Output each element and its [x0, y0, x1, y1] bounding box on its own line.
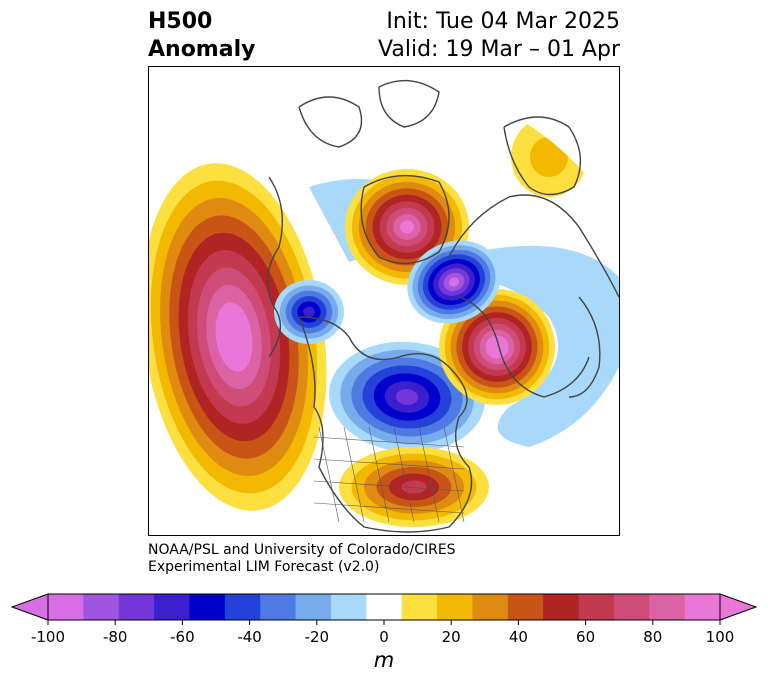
colorbar-swatch	[578, 594, 615, 620]
colorbar-swatch	[330, 594, 367, 620]
credit-line-1: NOAA/PSL and University of Colorado/CIRE…	[148, 542, 456, 558]
colorbar: -100 -80 -60 -40 -20 0 20 40 60 80 100	[10, 593, 758, 646]
colorbar-swatch	[189, 594, 226, 620]
state-border	[313, 436, 465, 448]
colorbar-swatch	[118, 594, 155, 620]
title-block-right: Init: Tue 04 Mar 2025 Valid: 19 Mar – 01…	[378, 8, 620, 64]
colorbar-tick-label: -100	[31, 628, 65, 646]
colorbar-extend-high	[719, 593, 758, 621]
state-border	[313, 458, 465, 470]
credit-line-2: Experimental LIM Forecast (v2.0)	[148, 559, 380, 575]
colorbar-tick-label: 80	[643, 628, 662, 646]
colorbar-swatch	[154, 594, 190, 620]
init-date: Init: Tue 04 Mar 2025	[386, 9, 620, 34]
colorbar-swatch	[649, 594, 686, 620]
coastline	[378, 79, 440, 128]
contour-band	[400, 220, 414, 234]
contour-band	[401, 480, 427, 494]
negative-anomaly-center	[407, 240, 501, 324]
colorbar-tick-label: 0	[379, 628, 389, 646]
colorbar-swatch	[507, 594, 544, 620]
coastline	[568, 296, 601, 398]
colorbar-swatch	[613, 594, 650, 620]
state-border	[443, 426, 465, 523]
coastline	[503, 116, 582, 196]
coastline	[298, 316, 473, 533]
positive-anomaly-center	[149, 163, 327, 511]
colorbar-swatch	[684, 594, 721, 620]
variable-title: H500	[148, 9, 213, 34]
negative-anomaly-center	[329, 341, 485, 453]
colorbar-swatch	[83, 594, 120, 620]
state-border	[313, 480, 465, 492]
anomaly-map	[148, 66, 620, 536]
valid-range: Valid: 19 Mar – 01 Apr	[378, 37, 620, 62]
field-title: Anomaly	[148, 37, 256, 62]
colorbar-swatch	[224, 594, 261, 620]
colorbar-swatch	[260, 594, 297, 620]
contour-band	[224, 319, 244, 355]
colorbar-swatch	[295, 594, 332, 620]
colorbar-tick-label: -20	[305, 628, 330, 646]
colorbar-tick-label: 60	[576, 628, 595, 646]
coastline	[266, 176, 284, 358]
contour-band	[303, 306, 315, 318]
coastline	[298, 96, 363, 148]
colorbar-unit-label: m	[373, 648, 395, 672]
colorbar-swatch	[48, 594, 84, 620]
coastline	[448, 194, 619, 398]
credit-block: NOAA/PSL and University of Colorado/CIRE…	[148, 542, 456, 576]
colorbar-tick-label: -40	[237, 628, 262, 646]
colorbar-swatch	[543, 594, 580, 620]
colorbar-tick-label: -60	[170, 628, 195, 646]
colorbar-swatch	[366, 594, 403, 620]
state-border	[318, 426, 340, 523]
colorbar-extend-low	[10, 593, 49, 621]
contour-band	[448, 277, 460, 287]
negative-anomaly-center	[274, 280, 344, 344]
state-border	[313, 502, 465, 514]
positive-anomaly-center	[339, 447, 489, 527]
colorbar-tick-label: 40	[509, 628, 528, 646]
coastline	[360, 174, 450, 265]
contour-band	[395, 389, 419, 405]
state-border	[368, 426, 390, 523]
contour-band	[530, 137, 568, 177]
colorbar-tick-label: -80	[103, 628, 128, 646]
colorbar-tick-label: 100	[706, 628, 735, 646]
map-canvas	[149, 79, 619, 533]
contour-band	[491, 341, 503, 353]
colorbar-tick-label: 20	[442, 628, 461, 646]
weak-negative-swath	[454, 245, 619, 447]
colorbar-swatch	[472, 594, 509, 620]
colorbar-swatch	[437, 594, 473, 620]
colorbar-swatch	[401, 594, 438, 620]
state-border	[418, 426, 440, 523]
title-block-left: H500 Anomaly	[148, 8, 255, 64]
